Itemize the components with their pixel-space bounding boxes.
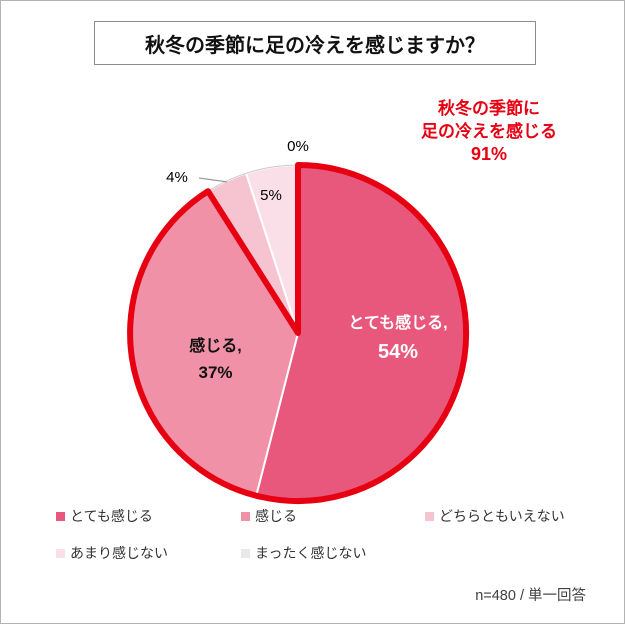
emphasis-annotation-line1: 秋冬の季節に [438, 99, 540, 118]
callout-leader-line [198, 177, 227, 183]
sample-size-note: n=480 / 単一回答 [475, 588, 586, 604]
emphasis-annotation-line2: 足の冷えを感じる [421, 122, 557, 141]
chart-title-box: 秋冬の季節に足の冷えを感じますか？ [94, 21, 536, 65]
emphasis-annotation: 秋冬の季節に 足の冷えを感じる 91% [398, 97, 580, 166]
emphasis-outline [127, 162, 470, 504]
pie-rim-thin [207, 164, 299, 192]
emphasis-annotation-percent: 91% [470, 144, 508, 164]
chart-title: 秋冬の季節に足の冷えを感じますか？ [145, 34, 485, 57]
